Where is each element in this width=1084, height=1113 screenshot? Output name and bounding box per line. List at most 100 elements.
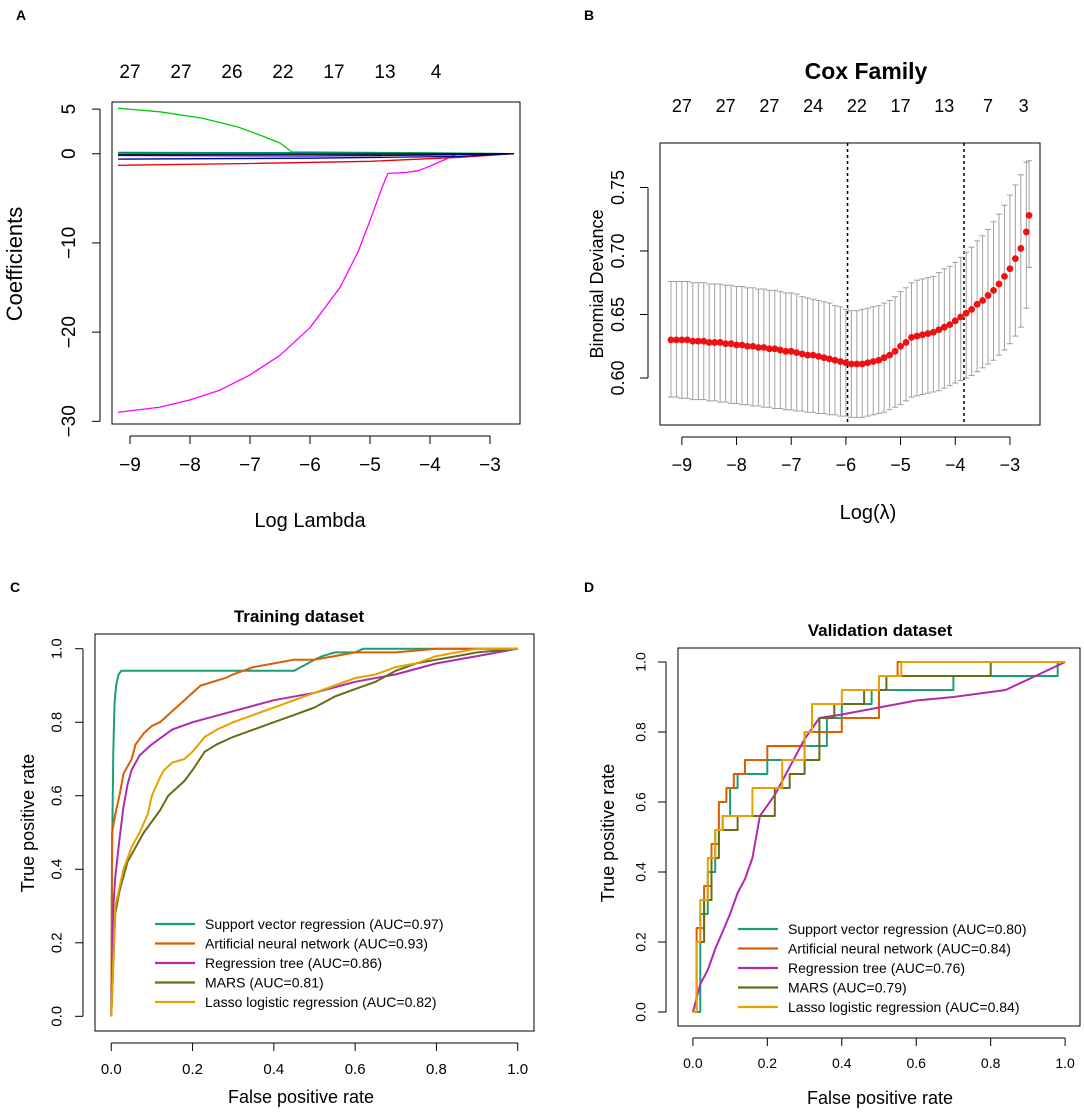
x-tick-label: −4 xyxy=(419,455,441,476)
x-tick-label: −5 xyxy=(359,455,381,476)
error-bars xyxy=(667,160,1033,418)
deviance-point xyxy=(935,326,943,334)
x-axis-label: Log(λ) xyxy=(840,502,897,524)
deviance-point xyxy=(700,337,708,345)
y-axis-label: True positive rate xyxy=(598,764,618,902)
deviance-point xyxy=(1022,228,1030,236)
deviance-point xyxy=(897,342,904,350)
deviance-point xyxy=(962,309,970,317)
x-axis-label: Log Lambda xyxy=(254,510,366,532)
legend-label: Support vector regression (AUC=0.97) xyxy=(205,916,444,932)
panel-letter-b: B xyxy=(584,7,594,23)
deviance-point xyxy=(979,297,986,304)
series-line xyxy=(110,647,518,1017)
y-tick-label: 0.6 xyxy=(49,785,66,806)
deviance-point xyxy=(826,355,833,363)
series-line xyxy=(118,153,515,155)
deviance-point xyxy=(886,351,894,359)
panel-letter-d: D xyxy=(584,579,594,595)
plot-frame xyxy=(94,633,535,1032)
y-axis-label: Coefficients xyxy=(2,207,27,322)
y-tick-label: 0.4 xyxy=(632,862,648,882)
x-tick-label: 0.2 xyxy=(182,1061,203,1078)
deviance-point xyxy=(716,339,724,346)
x-tick-label: 0.4 xyxy=(832,1055,852,1071)
series-line xyxy=(117,153,514,414)
deviance-point xyxy=(968,306,976,313)
x-tick-label: −9 xyxy=(119,455,141,476)
deviance-point xyxy=(771,345,779,353)
x-tick-label: 1.0 xyxy=(1055,1055,1075,1071)
y-tick-label: 1.0 xyxy=(632,652,648,672)
deviance-point xyxy=(864,359,872,367)
top-tick-label: 24 xyxy=(803,96,823,116)
y-tick-label: 0.2 xyxy=(49,932,66,953)
top-tick-label: 4 xyxy=(431,62,442,83)
x-tick-label: 0.8 xyxy=(426,1061,447,1078)
x-axis-label: False positive rate xyxy=(807,1088,953,1108)
y-tick-label: 0.70 xyxy=(608,233,628,268)
legend-label: MARS (AUC=0.79) xyxy=(788,980,907,996)
y-tick-label: 0.0 xyxy=(49,1006,66,1027)
y-tick-label: 0.4 xyxy=(49,859,66,880)
deviance-point xyxy=(694,337,702,345)
x-tick-label: 1.0 xyxy=(507,1061,528,1078)
series-line xyxy=(117,107,515,155)
y-tick-label: 0.0 xyxy=(632,1002,648,1022)
y-tick-label: 0.2 xyxy=(632,932,648,952)
plot-frame xyxy=(677,647,1081,1027)
deviance-point xyxy=(673,336,680,344)
top-axis: 27 27 26 22 17 13 4 xyxy=(119,62,441,83)
y-axis-label: Binomial Deviance xyxy=(587,209,607,358)
legend-label: Lasso logistic regression (AUC=0.84) xyxy=(788,999,1020,1015)
panel-letter-a: A xyxy=(16,7,26,23)
y-tick-label: 0.8 xyxy=(632,722,648,742)
x-tick-label: −3 xyxy=(1000,455,1021,475)
x-axis: 0.0 0.2 0.4 0.6 0.8 1.0 xyxy=(683,1037,1075,1071)
y-axis: 0.60 0.65 0.70 0.75 xyxy=(608,170,649,396)
x-axis-label: False positive rate xyxy=(228,1087,374,1107)
top-tick-label: 7 xyxy=(983,96,993,116)
legend-label: Artificial neural network (AUC=0.93) xyxy=(205,936,428,952)
y-tick-label: −30 xyxy=(59,405,80,437)
x-tick-label: 0.6 xyxy=(345,1061,366,1078)
deviance-point xyxy=(711,339,719,346)
x-tick-label: −3 xyxy=(479,455,501,476)
x-tick-label: −6 xyxy=(299,455,321,476)
deviance-point xyxy=(733,341,740,349)
deviance-point xyxy=(738,341,746,349)
panel-a-lasso-coefficients: −9 −8 −7 −6 −5 −4 −3 5 0 −10 −20 −30 27 27 26 22 17 13 4… xyxy=(2,62,521,532)
chart-title: Validation dataset xyxy=(808,621,953,640)
top-tick-label: 13 xyxy=(374,62,395,83)
top-tick-label: 26 xyxy=(221,62,242,83)
legend-label: Regression tree (AUC=0.76) xyxy=(788,960,965,976)
series-group xyxy=(110,647,518,1017)
panel-d-validation-roc: 0.0 0.2 0.4 0.6 0.8 1.0 0.0 0.2 0.4 0.6 0.8 1.0 Su… xyxy=(598,621,1081,1108)
deviance-point xyxy=(744,342,751,350)
x-tick-label: 0.4 xyxy=(263,1061,284,1078)
deviance-point xyxy=(755,344,762,351)
x-tick-label: −5 xyxy=(890,455,911,475)
x-axis: 0.0 0.2 0.4 0.6 0.8 1.0 xyxy=(101,1042,528,1078)
top-tick-label: 22 xyxy=(847,96,867,116)
y-tick-label: 0.6 xyxy=(632,792,648,812)
y-axis: 0.0 0.2 0.4 0.6 0.8 1.0 xyxy=(49,638,84,1027)
deviance-point xyxy=(842,359,850,367)
top-tick-label: 22 xyxy=(272,62,293,83)
y-tick-label: 0.60 xyxy=(608,360,628,395)
top-tick-label: 17 xyxy=(891,96,911,116)
deviance-point xyxy=(869,358,877,365)
x-tick-label: 0.0 xyxy=(683,1055,703,1071)
series-line xyxy=(117,153,515,160)
deviance-point xyxy=(831,356,839,364)
deviance-point xyxy=(667,336,675,344)
series-line xyxy=(691,661,1066,1013)
deviance-point xyxy=(913,332,921,340)
series-line xyxy=(692,661,1066,1013)
y-tick-label: 1.0 xyxy=(49,638,66,659)
deviance-point xyxy=(804,351,812,359)
y-axis: 5 0 −10 −20 −30 xyxy=(59,104,101,437)
deviance-point xyxy=(815,353,822,360)
x-tick-label: 0.6 xyxy=(906,1055,926,1071)
x-axis: −9 −8 −7 −6 −5 −4 −3 xyxy=(672,436,1021,475)
